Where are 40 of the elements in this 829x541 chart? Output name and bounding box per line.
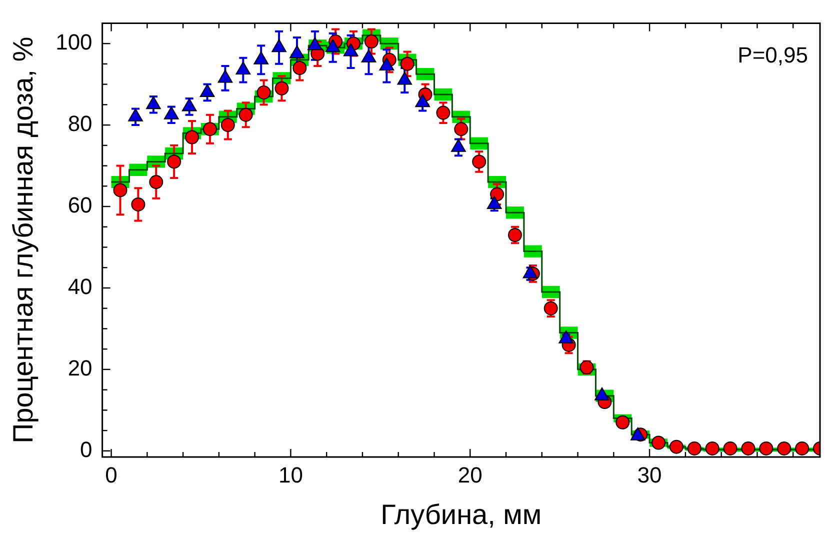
- point: [364, 34, 378, 49]
- point: [220, 118, 235, 132]
- point: [113, 183, 128, 198]
- point: [687, 441, 702, 456]
- point: [723, 441, 738, 456]
- y-axis-title: Процентная глубинная доза, %: [8, 36, 39, 444]
- point: [238, 108, 253, 122]
- point: [652, 436, 666, 450]
- point: [705, 441, 720, 456]
- y-tick-label: 20: [68, 355, 92, 380]
- annotation: P=0,95: [738, 42, 808, 68]
- point: [616, 415, 630, 430]
- point: [292, 61, 307, 76]
- point: [400, 56, 414, 71]
- point: [454, 122, 468, 136]
- x-tick-label: 0: [105, 462, 118, 488]
- y-tick-label: 100: [56, 30, 92, 55]
- y-tick-label: 80: [68, 111, 92, 136]
- x-axis-title: Глубина, мм: [380, 498, 542, 530]
- point: [256, 85, 271, 100]
- point: [436, 106, 450, 120]
- x-tick-label: 20: [458, 462, 482, 488]
- point: [508, 228, 522, 242]
- x-tick-label: 30: [637, 462, 662, 488]
- y-tick-label: 0: [80, 436, 92, 462]
- x-tick-label: 10: [278, 462, 303, 488]
- point: [185, 130, 200, 144]
- point: [131, 197, 146, 212]
- point: [669, 440, 684, 454]
- point: [274, 81, 289, 96]
- y-tick-label: 60: [68, 192, 92, 218]
- y-tick-label: 40: [68, 274, 92, 300]
- point: [472, 154, 486, 169]
- point: [795, 441, 810, 456]
- point: [167, 154, 182, 169]
- point: [202, 122, 217, 136]
- point: [149, 175, 164, 190]
- point: [741, 441, 756, 456]
- point: [759, 441, 774, 456]
- point: [777, 441, 792, 456]
